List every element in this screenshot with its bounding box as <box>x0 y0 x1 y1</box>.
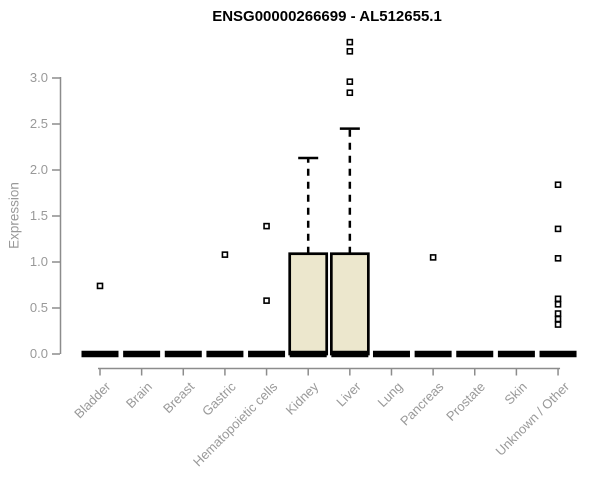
outlier-point <box>429 254 437 261</box>
median-line <box>331 350 369 358</box>
chart-title: ENSG00000266699 - AL512655.1 <box>212 8 442 25</box>
outlier-point <box>346 78 354 85</box>
outlier-point <box>96 282 104 290</box>
y-tick-label: 3.0 <box>29 70 48 85</box>
y-tick-label: 2.5 <box>29 116 48 131</box>
median-line <box>414 350 452 358</box>
outlier-point <box>554 255 562 262</box>
outlier-point <box>554 310 562 317</box>
median-line <box>539 350 577 358</box>
outlier-point <box>221 251 229 258</box>
outlier-point <box>554 301 562 308</box>
outlier-point <box>346 89 354 97</box>
outlier-point <box>554 321 562 328</box>
outlier-point <box>346 38 354 46</box>
median-line <box>123 350 161 358</box>
outlier-point <box>554 315 562 323</box>
median-line <box>497 350 535 358</box>
median-line <box>289 350 327 358</box>
median-line <box>206 350 244 358</box>
outlier-point <box>554 295 562 303</box>
box-liver <box>329 252 370 356</box>
y-tick-label: 2.0 <box>29 162 48 177</box>
outlier-point <box>346 48 354 55</box>
outlier-point <box>263 222 270 230</box>
outlier-point <box>554 181 562 189</box>
median-line <box>456 350 494 358</box>
box-kidney <box>288 252 329 356</box>
median-line <box>81 350 119 358</box>
y-tick-label: 0.0 <box>29 346 48 361</box>
outlier-point <box>554 225 562 233</box>
y-tick-label: 0.5 <box>29 300 48 315</box>
median-line <box>248 350 286 358</box>
median-line <box>372 350 410 358</box>
y-tick-label: 1.0 <box>29 254 48 269</box>
median-line <box>164 350 202 358</box>
y-tick-label: 1.5 <box>29 208 48 223</box>
outlier-point <box>263 297 270 304</box>
